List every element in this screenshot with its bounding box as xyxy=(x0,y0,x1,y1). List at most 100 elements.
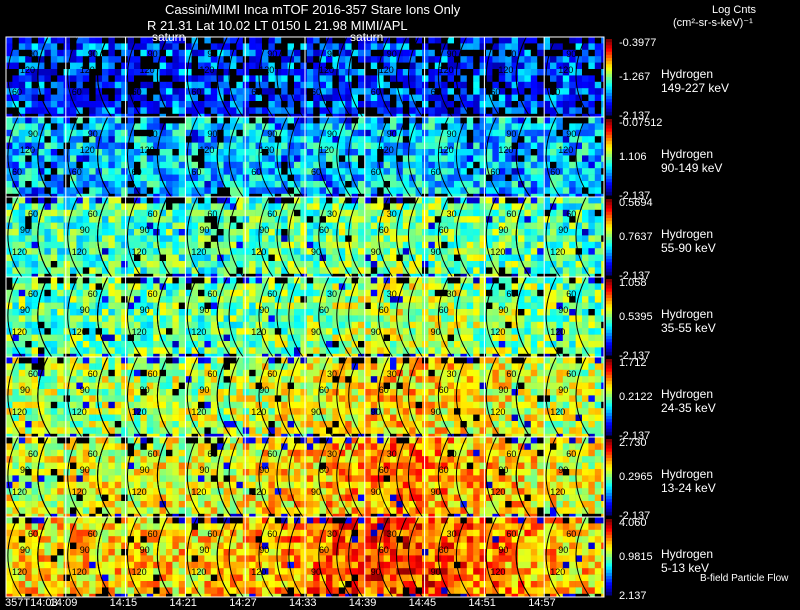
heatmap-cell xyxy=(243,37,250,44)
heatmap-cell xyxy=(582,155,589,162)
heatmap-cell xyxy=(422,261,429,268)
heatmap-cell xyxy=(531,43,538,50)
heatmap-cell xyxy=(505,107,512,114)
heatmap-cell xyxy=(19,101,26,108)
heatmap-cell xyxy=(179,162,186,169)
heatmap-cell xyxy=(358,181,365,188)
heatmap-cell xyxy=(6,267,13,274)
contour-label: 90 xyxy=(387,49,397,59)
heatmap-cell xyxy=(569,168,576,175)
heatmap-cell xyxy=(51,261,58,268)
heatmap-cell xyxy=(108,290,115,297)
heatmap-cell xyxy=(204,235,211,242)
heatmap-cell xyxy=(595,75,602,82)
contour-label: 60 xyxy=(72,87,82,97)
heatmap-cell xyxy=(428,315,435,322)
heatmap-cell xyxy=(486,136,493,143)
heatmap-cell xyxy=(25,117,32,124)
heatmap-cell xyxy=(364,69,371,76)
heatmap-cell xyxy=(275,309,282,316)
heatmap-cell xyxy=(172,181,179,188)
heatmap-cell xyxy=(582,136,589,143)
heatmap-cell xyxy=(172,223,179,230)
heatmap-cell xyxy=(211,95,218,102)
heatmap-cell xyxy=(192,69,199,76)
heatmap-cell xyxy=(473,303,480,310)
heatmap-cell xyxy=(256,261,263,268)
heatmap-cell xyxy=(300,335,307,342)
heatmap-cell xyxy=(377,283,384,290)
heatmap-cell xyxy=(25,277,32,284)
heatmap-cell xyxy=(275,187,282,194)
heatmap-cell xyxy=(57,322,64,329)
heatmap-cell xyxy=(428,296,435,303)
heatmap-cell xyxy=(422,143,429,150)
heatmap-cell xyxy=(300,248,307,255)
heatmap-cell xyxy=(211,107,218,114)
heatmap-cell xyxy=(224,168,231,175)
heatmap-cell xyxy=(121,296,128,303)
heatmap-cell xyxy=(473,149,480,156)
heatmap-cell xyxy=(147,175,154,182)
heatmap-cell xyxy=(236,235,243,242)
heatmap-cell xyxy=(6,347,13,354)
heatmap-cell xyxy=(505,277,512,284)
heatmap-cell xyxy=(249,283,256,290)
heatmap-cell xyxy=(352,69,359,76)
heatmap-cell xyxy=(236,88,243,95)
heatmap-cell xyxy=(51,255,58,262)
heatmap-cell xyxy=(64,229,71,236)
heatmap-cell xyxy=(307,101,314,108)
heatmap-cell xyxy=(390,175,397,182)
heatmap-cell xyxy=(358,203,365,210)
heatmap-cell xyxy=(537,107,544,114)
heatmap-cell xyxy=(198,117,205,124)
heatmap-cell xyxy=(531,255,538,262)
heatmap-cell xyxy=(32,181,39,188)
heatmap-cell xyxy=(499,203,506,210)
heatmap-cell xyxy=(224,335,231,342)
heatmap-cell xyxy=(428,181,435,188)
heatmap-cell xyxy=(204,315,211,322)
heatmap-cell xyxy=(307,123,314,130)
heatmap-cell xyxy=(38,315,45,322)
heatmap-cell xyxy=(448,335,455,342)
heatmap-cell xyxy=(166,283,173,290)
heatmap-cell xyxy=(294,248,301,255)
heatmap-cell xyxy=(512,187,519,194)
heatmap-cell xyxy=(76,75,83,82)
heatmap-cell xyxy=(236,315,243,322)
heatmap-cell xyxy=(153,261,160,268)
heatmap-cell xyxy=(339,187,346,194)
heatmap-cell xyxy=(300,43,307,50)
heatmap-cell xyxy=(320,197,327,204)
heatmap-cell xyxy=(179,277,186,284)
heatmap-cell xyxy=(268,277,275,284)
heatmap-cell xyxy=(134,43,141,50)
heatmap-cell xyxy=(480,168,487,175)
heatmap-cell xyxy=(70,216,77,223)
heatmap-cell xyxy=(38,309,45,316)
heatmap-cell xyxy=(300,117,307,124)
heatmap-cell xyxy=(64,107,71,114)
heatmap-cell xyxy=(358,309,365,316)
heatmap-cell xyxy=(396,197,403,204)
heatmap-cell xyxy=(108,223,115,230)
heatmap-cell xyxy=(531,229,538,236)
heatmap-cell xyxy=(588,162,595,169)
heatmap-cell xyxy=(473,155,480,162)
heatmap-cell xyxy=(153,187,160,194)
heatmap-cell xyxy=(556,37,563,44)
heatmap-cell xyxy=(403,296,410,303)
heatmap-cell xyxy=(352,149,359,156)
heatmap-cell xyxy=(582,162,589,169)
heatmap-cell xyxy=(352,248,359,255)
heatmap-cell xyxy=(96,309,103,316)
heatmap-cell xyxy=(121,229,128,236)
heatmap-cell xyxy=(409,162,416,169)
heatmap-cell xyxy=(96,261,103,268)
heatmap-cell xyxy=(6,235,13,242)
heatmap-cell xyxy=(473,277,480,284)
heatmap-cell xyxy=(102,155,109,162)
heatmap-cell xyxy=(358,63,365,70)
